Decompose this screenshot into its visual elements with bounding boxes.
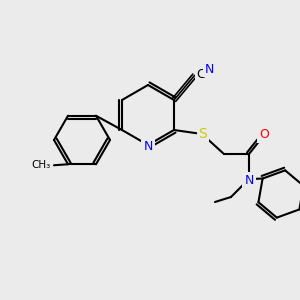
Text: N: N xyxy=(244,173,254,187)
Text: N: N xyxy=(205,63,214,76)
Text: C: C xyxy=(196,68,205,81)
Text: CH₃: CH₃ xyxy=(32,160,51,170)
Text: N: N xyxy=(143,140,153,152)
Text: O: O xyxy=(259,128,269,142)
Text: S: S xyxy=(199,127,207,141)
